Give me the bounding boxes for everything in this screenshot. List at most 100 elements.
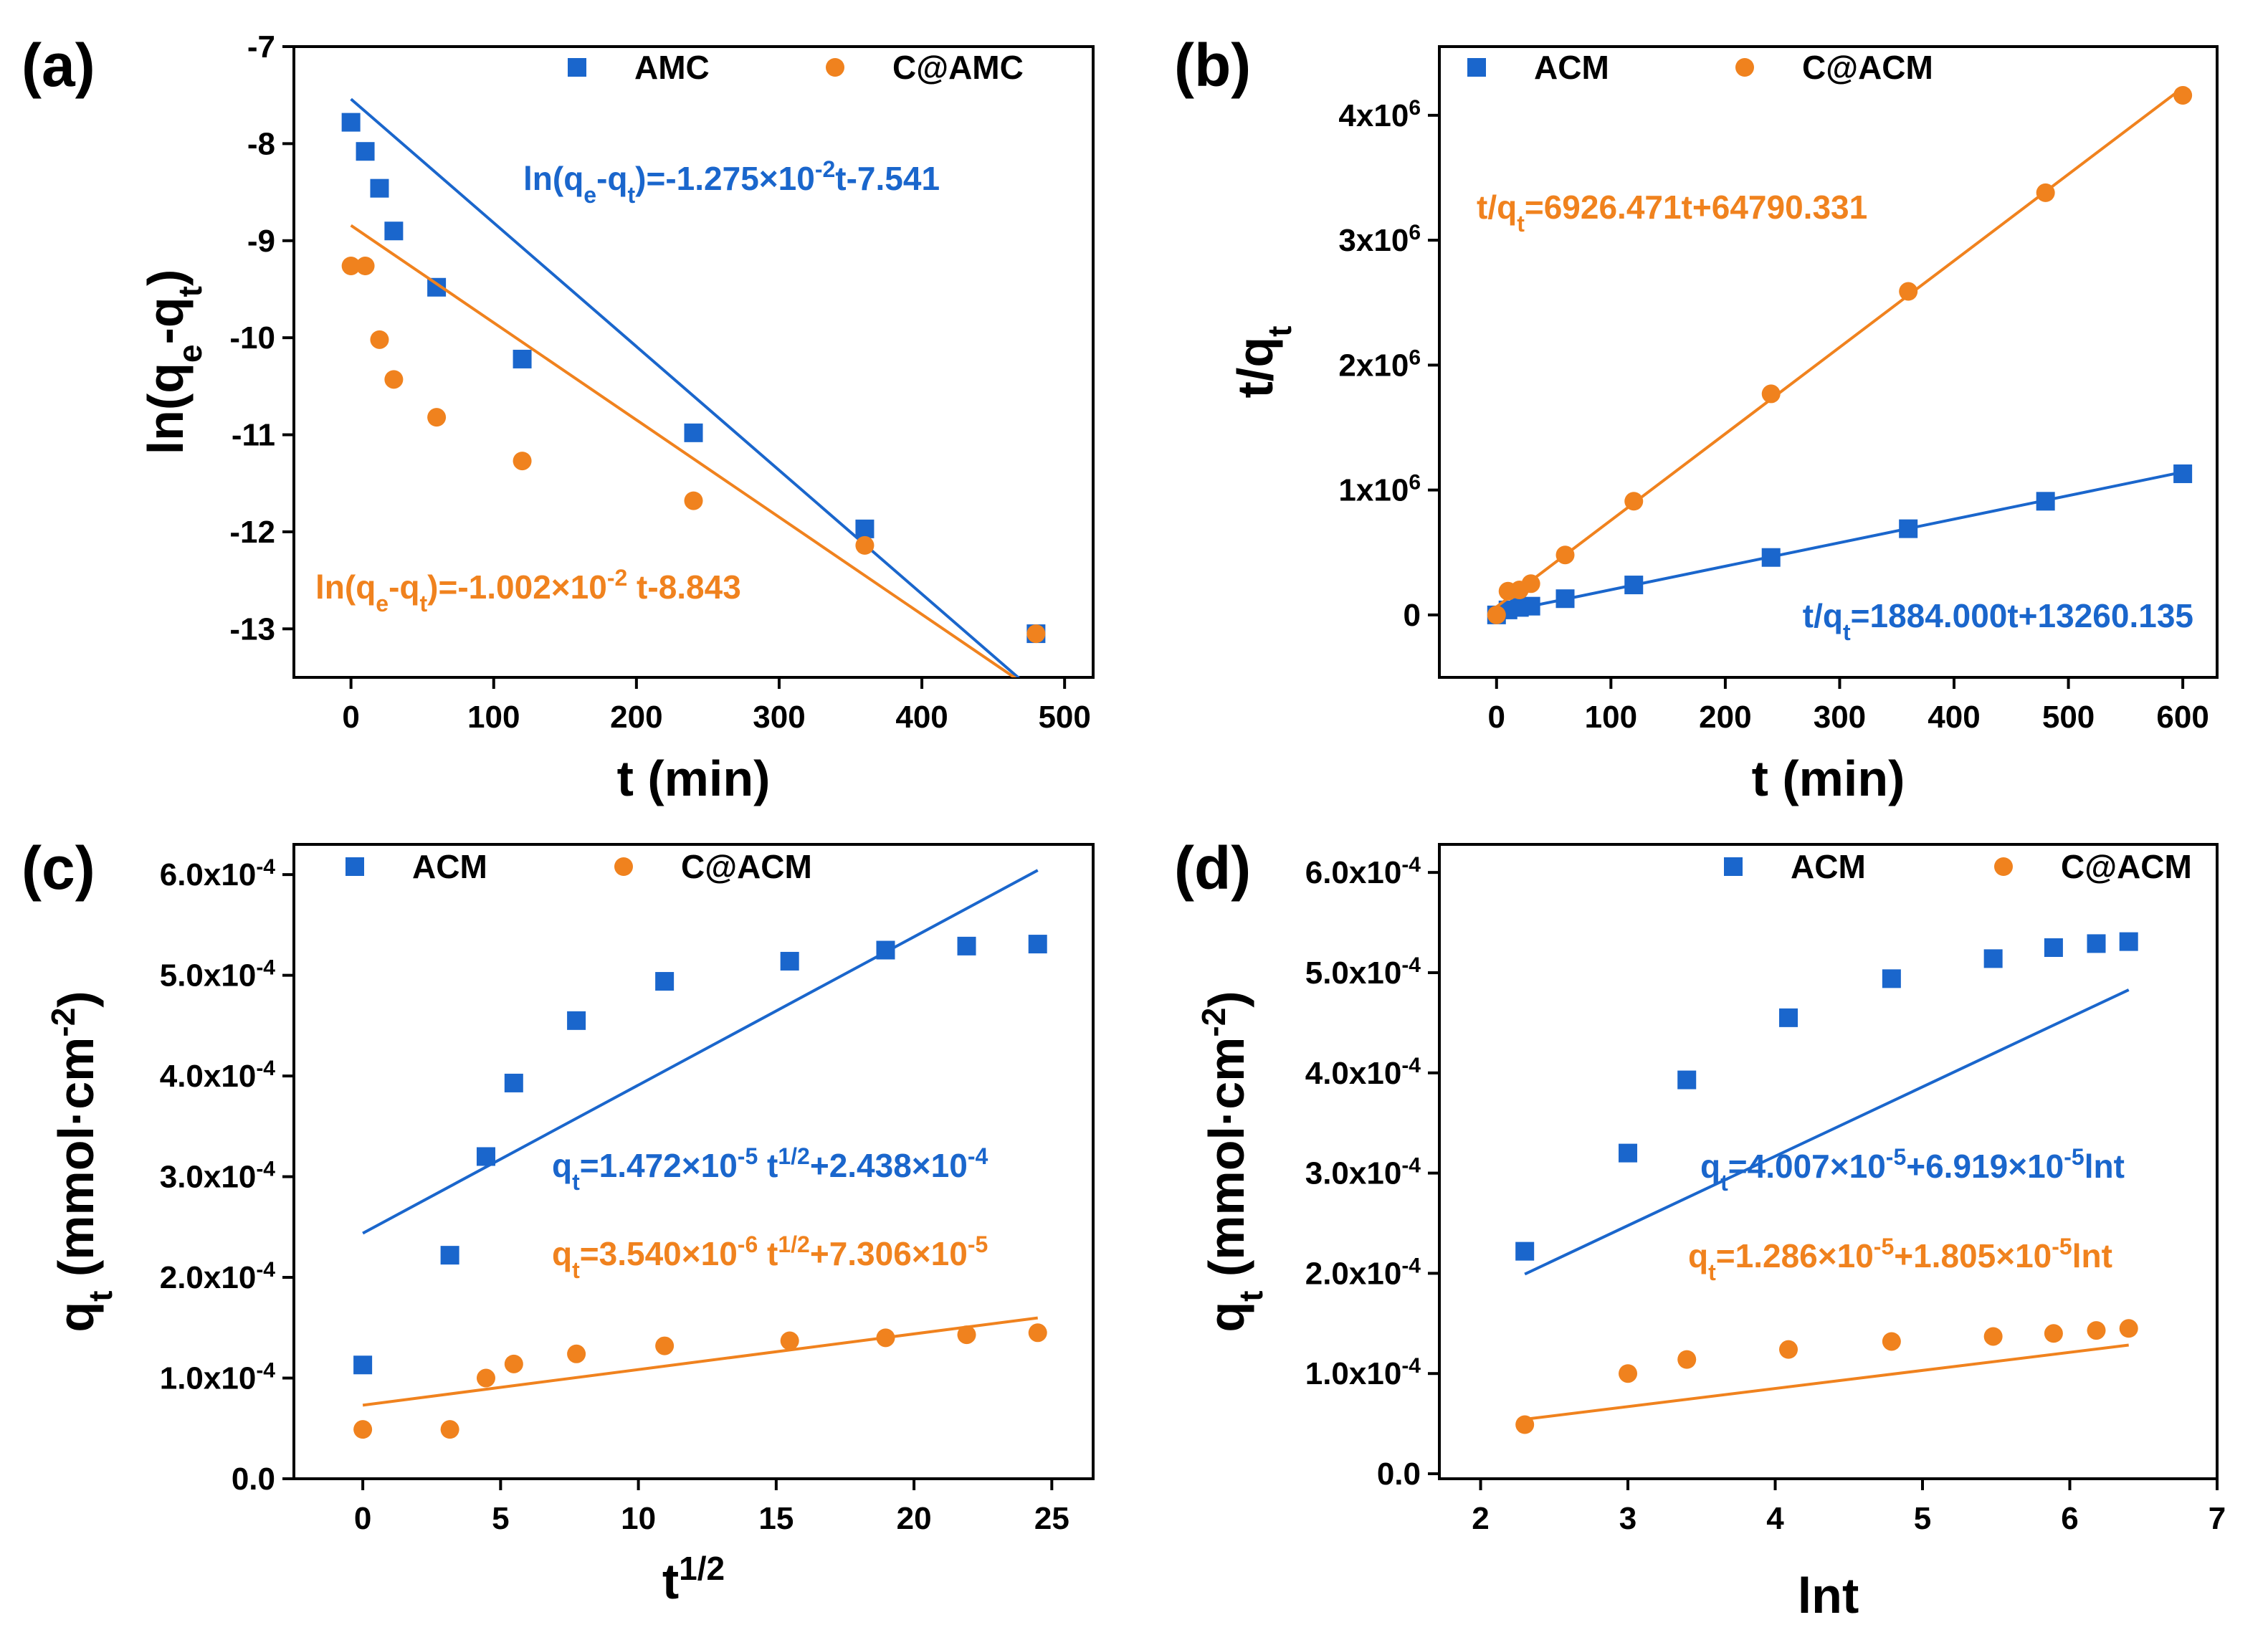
x-tick-label: 100 [1585,700,1637,735]
data-point [2173,464,2193,483]
data-point [353,1420,373,1439]
x-tick-label: 2 [1472,1501,1489,1536]
data-point [1028,935,1047,954]
legend-marker [346,857,364,876]
legend-item: ACM [1467,49,1609,86]
data-point [1026,624,1046,644]
y-tick-label: 3.0x10-4 [160,1157,276,1195]
fit-equation: qt=4.007×10-5+6.919×10-5lnt [1700,1144,2125,1196]
y-tick-label: 0.0 [232,1462,275,1497]
data-point [504,1354,523,1373]
chart-panel-c: (c) 0 5 10 15 20 25 0.0 1.0x10-4 2.0x10-4 3.0x10-4… [22,834,1095,1609]
legend-label: C@ACM [2061,848,2192,885]
data-point [1619,1364,1638,1383]
y-tick-label: 0.0 [1377,1457,1421,1492]
y-tick-label: -11 [232,418,275,453]
data-point [1521,596,1540,616]
legend-marker [1724,857,1743,876]
panel-label: (d) [1174,834,1251,902]
data-point [855,519,875,538]
chart-panel-b: (b) 0 100 200 300 400 500 600 0 1x106 2x106 3x106 4x… [1174,32,2219,806]
fit-equation: t/qt=6926.471t+64790.331 [1477,189,1867,237]
legend-item: ACM [346,848,487,885]
x-tick-label: 600 [2156,700,2209,735]
x-tick-label: 200 [1699,700,1751,735]
fit-equation: ln(qe-qt)=-1.002×10-2 t-8.843 [315,565,741,616]
data-point [780,1331,799,1350]
legend-label: C@ACM [1802,49,1933,86]
y-axis-title: t/qt [1227,326,1298,399]
series-amc [341,97,1046,677]
data-point [1882,969,1901,988]
data-point [341,113,361,132]
data-point [1677,1070,1697,1090]
x-tick-label: 7 [2209,1501,2226,1536]
legend-item: C@ACM [1994,848,2192,885]
data-point [427,408,447,427]
data-point [440,1246,459,1265]
legend-marker [1994,857,2013,876]
data-point [1555,545,1575,565]
y-tick-label: -13 [229,611,275,647]
data-point [2087,1321,2106,1340]
fit-line [1524,988,2130,1276]
fit-equation: ln(qe-qt)=-1.275×10-2t-7.541 [523,156,940,208]
y-tick-label: -12 [229,515,275,550]
x-axis-title: t (min) [617,750,771,806]
data-point [1899,282,1918,301]
data-point [684,491,703,510]
panel-label: (c) [22,834,95,902]
data-point [1761,548,1781,567]
x-tick-label: 200 [610,700,662,735]
data-point [2036,183,2055,202]
y-axis-title: ln(qe-qt) [138,270,209,455]
series-c-at-acm [1487,85,2193,624]
y-tick-label: 2.0x10-4 [1305,1254,1421,1292]
data-point [684,423,703,442]
legend-label: ACM [412,848,487,885]
data-point [2044,938,2063,958]
legend-label: AMC [634,49,710,86]
data-point [1983,949,2003,968]
data-point [1028,1323,1047,1343]
fit-equation: qt=1.472×10-5 t1/2+2.438×10-4 [552,1143,988,1195]
y-tick-label: 6.0x10-4 [1305,853,1421,891]
data-point [1624,492,1644,511]
data-point [957,936,976,955]
data-point [353,1355,373,1375]
data-point [2119,1319,2138,1338]
y-tick-label: -7 [247,29,275,65]
data-point [2119,932,2138,951]
x-axis-title: lnt [1798,1568,1859,1624]
data-point [655,1336,675,1355]
legend-item: C@AMC [826,49,1024,86]
data-point [1899,519,1918,538]
legend-label: C@AMC [892,49,1024,86]
fit-equation: qt=1.286×10-5+1.805×10-5lnt [1688,1234,2112,1285]
data-point [1555,589,1575,609]
fit-line [362,1316,1038,1407]
plot-frame [1438,45,2219,679]
x-tick-label: 300 [1814,700,1866,735]
y-tick-label: 4.0x10-4 [1305,1053,1421,1091]
y-tick-label: 3.0x10-4 [1305,1153,1421,1191]
data-point [370,330,389,349]
data-point [876,1328,895,1348]
y-tick-label: 2.0x10-4 [160,1258,276,1296]
data-point [476,1147,495,1166]
data-point [1624,576,1644,595]
x-tick-label: 400 [1928,700,1980,735]
data-point [341,256,361,275]
series-c-at-amc [341,224,1046,677]
data-point [1779,1008,1798,1027]
data-point [876,940,895,960]
x-tick-label: 6 [2061,1501,2078,1536]
data-point [2044,1324,2063,1343]
x-axis-title: t (min) [1752,750,1905,806]
data-point [1779,1340,1798,1359]
legend-marker [1735,58,1754,77]
legend-marker [568,58,586,77]
data-point [1619,1143,1638,1163]
fit-line [1495,86,2184,609]
data-point [780,951,799,971]
